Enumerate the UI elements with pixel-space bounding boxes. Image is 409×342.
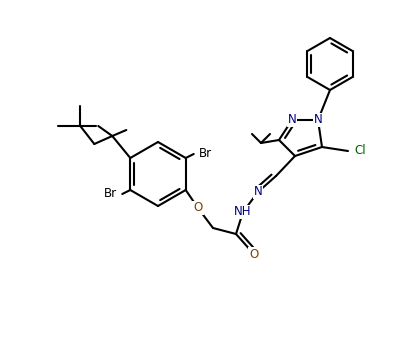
Text: Br: Br — [103, 187, 117, 200]
Text: Cl: Cl — [353, 145, 365, 158]
Text: N: N — [253, 185, 262, 198]
Text: N: N — [313, 114, 321, 127]
Text: N: N — [287, 114, 296, 127]
Text: O: O — [193, 201, 202, 214]
Text: NH: NH — [234, 206, 251, 219]
Text: O: O — [249, 248, 258, 261]
Text: Br: Br — [199, 147, 212, 160]
